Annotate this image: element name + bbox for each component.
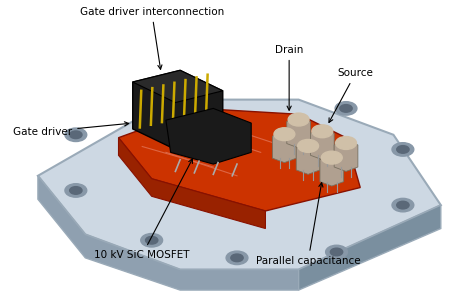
Polygon shape bbox=[287, 116, 310, 148]
Polygon shape bbox=[133, 70, 223, 103]
Text: Gate driver: Gate driver bbox=[13, 122, 129, 137]
Circle shape bbox=[330, 248, 343, 256]
Circle shape bbox=[146, 236, 158, 244]
Circle shape bbox=[392, 198, 414, 212]
Text: Drain: Drain bbox=[275, 45, 303, 110]
Polygon shape bbox=[118, 108, 360, 211]
Polygon shape bbox=[166, 108, 251, 164]
Circle shape bbox=[340, 105, 352, 112]
Circle shape bbox=[326, 245, 347, 259]
Circle shape bbox=[226, 251, 248, 265]
Text: Source: Source bbox=[329, 68, 374, 122]
Circle shape bbox=[288, 113, 309, 126]
Polygon shape bbox=[38, 176, 299, 290]
Circle shape bbox=[397, 146, 409, 153]
Polygon shape bbox=[133, 70, 223, 149]
Circle shape bbox=[70, 187, 82, 194]
Circle shape bbox=[231, 254, 243, 262]
Polygon shape bbox=[310, 127, 334, 160]
Circle shape bbox=[312, 125, 333, 138]
Text: Parallel capacitance: Parallel capacitance bbox=[256, 183, 360, 266]
Circle shape bbox=[136, 102, 158, 115]
Circle shape bbox=[70, 131, 82, 139]
Circle shape bbox=[141, 234, 163, 247]
Polygon shape bbox=[296, 142, 320, 174]
Polygon shape bbox=[320, 154, 344, 186]
Polygon shape bbox=[273, 130, 296, 163]
Polygon shape bbox=[118, 138, 265, 229]
Circle shape bbox=[298, 139, 319, 152]
Circle shape bbox=[321, 151, 342, 164]
Polygon shape bbox=[299, 205, 441, 290]
Circle shape bbox=[65, 184, 87, 197]
Circle shape bbox=[141, 105, 153, 112]
Circle shape bbox=[397, 201, 409, 209]
Text: Gate driver interconnection: Gate driver interconnection bbox=[80, 7, 224, 69]
Circle shape bbox=[65, 128, 87, 142]
Polygon shape bbox=[334, 139, 358, 171]
Circle shape bbox=[335, 102, 357, 115]
Circle shape bbox=[392, 143, 414, 156]
Text: 10 kV SiC MOSFET: 10 kV SiC MOSFET bbox=[94, 159, 192, 260]
Polygon shape bbox=[38, 100, 441, 270]
Circle shape bbox=[274, 128, 295, 141]
Circle shape bbox=[336, 137, 356, 149]
